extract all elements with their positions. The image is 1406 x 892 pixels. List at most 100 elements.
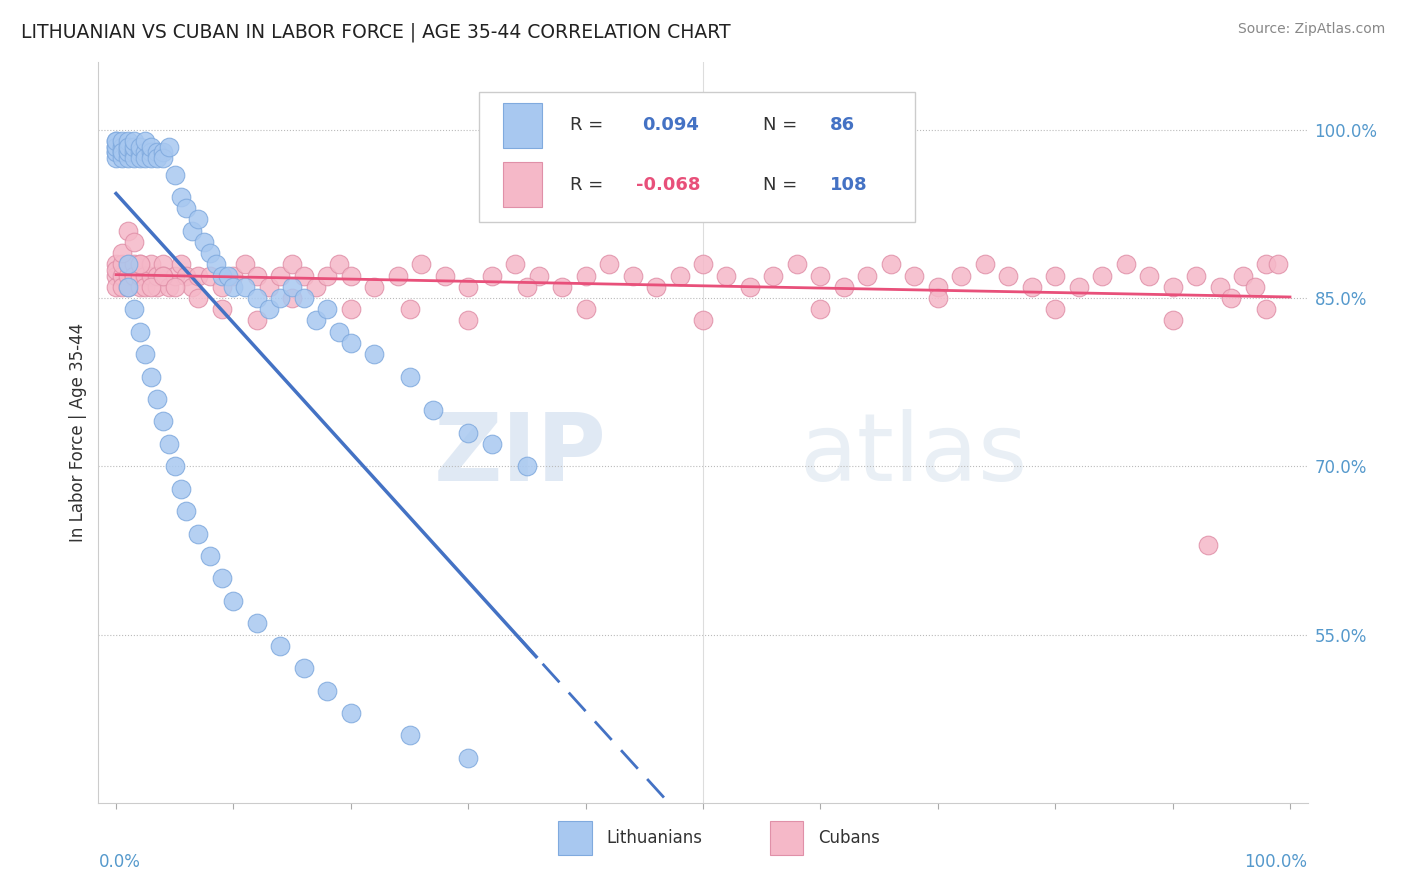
Point — [141, 268, 163, 283]
Point — [304, 313, 326, 327]
Point — [111, 268, 134, 283]
Point — [122, 268, 145, 283]
Point — [105, 268, 128, 283]
Point — [973, 257, 995, 271]
Text: Source: ZipAtlas.com: Source: ZipAtlas.com — [1237, 22, 1385, 37]
Point — [211, 302, 233, 317]
Point — [211, 268, 233, 283]
Point — [134, 347, 156, 361]
Point — [198, 246, 221, 260]
Point — [146, 280, 169, 294]
Point — [141, 145, 163, 160]
Point — [128, 145, 150, 160]
Point — [169, 482, 191, 496]
Point — [146, 268, 169, 283]
Text: Cubans: Cubans — [818, 830, 880, 847]
Point — [152, 414, 174, 428]
Point — [204, 257, 226, 271]
Point — [105, 263, 128, 277]
Text: R =: R = — [569, 116, 603, 135]
Point — [122, 257, 145, 271]
Point — [363, 280, 385, 294]
Point — [481, 268, 503, 283]
Point — [122, 145, 145, 160]
Point — [316, 268, 339, 283]
Text: atlas: atlas — [800, 409, 1028, 500]
Point — [117, 280, 139, 294]
Point — [1220, 291, 1243, 305]
Point — [1021, 280, 1043, 294]
Point — [281, 280, 304, 294]
Point — [575, 302, 598, 317]
Point — [163, 268, 186, 283]
Point — [134, 134, 156, 148]
Point — [786, 257, 808, 271]
Point — [328, 325, 350, 339]
Point — [117, 139, 139, 153]
FancyBboxPatch shape — [503, 103, 543, 147]
Point — [997, 268, 1019, 283]
Point — [152, 151, 174, 165]
Point — [281, 291, 304, 305]
Point — [292, 268, 315, 283]
Point — [128, 268, 150, 283]
Point — [457, 280, 479, 294]
Point — [598, 257, 620, 271]
Point — [269, 639, 291, 653]
Point — [105, 134, 128, 148]
Point — [316, 302, 339, 317]
Point — [169, 190, 191, 204]
Point — [117, 145, 139, 160]
Point — [181, 224, 204, 238]
Point — [198, 549, 221, 563]
Point — [122, 134, 145, 148]
Y-axis label: In Labor Force | Age 35-44: In Labor Force | Age 35-44 — [69, 323, 87, 542]
Point — [398, 729, 420, 743]
FancyBboxPatch shape — [558, 822, 592, 855]
Point — [157, 437, 180, 451]
Point — [122, 302, 145, 317]
Point — [808, 302, 831, 317]
Text: 0.0%: 0.0% — [98, 854, 141, 871]
Point — [163, 280, 186, 294]
Point — [122, 268, 145, 283]
Point — [217, 268, 239, 283]
Point — [551, 280, 574, 294]
Point — [187, 526, 209, 541]
Point — [146, 145, 169, 160]
Point — [193, 235, 215, 249]
FancyBboxPatch shape — [769, 822, 803, 855]
Point — [169, 257, 191, 271]
Point — [134, 145, 156, 160]
Point — [157, 139, 180, 153]
Point — [1043, 268, 1066, 283]
Text: 108: 108 — [830, 176, 868, 194]
Point — [516, 459, 538, 474]
Point — [128, 325, 150, 339]
Point — [527, 268, 550, 283]
Text: 0.094: 0.094 — [643, 116, 699, 135]
Point — [117, 257, 139, 271]
Point — [111, 246, 134, 260]
Point — [152, 145, 174, 160]
Point — [128, 139, 150, 153]
Point — [1161, 313, 1184, 327]
Point — [808, 268, 831, 283]
Point — [187, 268, 209, 283]
Point — [292, 661, 315, 675]
Point — [233, 257, 256, 271]
Point — [363, 347, 385, 361]
Point — [111, 145, 134, 160]
Point — [950, 268, 973, 283]
Point — [117, 257, 139, 271]
Point — [128, 151, 150, 165]
Point — [187, 291, 209, 305]
Point — [128, 257, 150, 271]
Point — [111, 145, 134, 160]
Point — [117, 145, 139, 160]
Point — [211, 280, 233, 294]
Point — [111, 139, 134, 153]
Point — [181, 280, 204, 294]
Point — [668, 268, 690, 283]
Point — [1185, 268, 1208, 283]
